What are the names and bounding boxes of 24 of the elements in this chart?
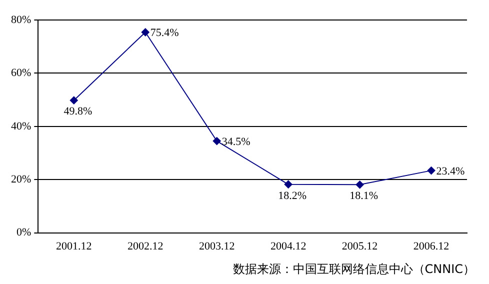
point	[284, 180, 292, 188]
data-label: 34.5%	[222, 136, 250, 148]
source-note: 数据来源：中国互联网络信息中心（CNNIC）	[232, 261, 475, 278]
data-label: 18.1%	[350, 190, 378, 202]
point	[356, 180, 364, 189]
data-label: 75.4%	[150, 27, 179, 40]
data-label: 18.2%	[278, 190, 307, 202]
y-tick-label: 40%	[10, 120, 32, 132]
point	[141, 28, 150, 36]
x-tick-label: 2005.12	[342, 240, 378, 252]
point	[427, 166, 436, 175]
x-tick-label: 2003.12	[198, 240, 235, 252]
point	[70, 96, 78, 104]
data-label: 23.4%	[436, 165, 465, 178]
y-tick-label: 0%	[16, 226, 32, 239]
x-tick-label: 2001.12	[56, 240, 92, 252]
x-tick-label: 2006.12	[413, 240, 450, 252]
y-tick-label: 20%	[10, 173, 32, 186]
data-label: 49.8%	[64, 106, 92, 118]
y-tick-label: 60%	[10, 67, 32, 80]
x-tick-label: 2004.12	[270, 240, 306, 252]
y-tick-label: 80%	[10, 14, 32, 26]
point	[212, 137, 221, 146]
x-tick-label: 2002.12	[127, 240, 164, 252]
